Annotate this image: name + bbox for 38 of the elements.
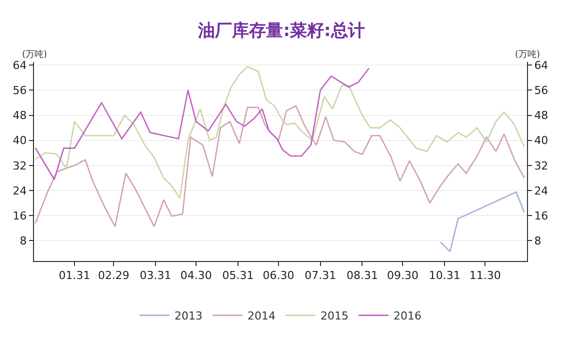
y-tick-label: 8 [20, 234, 27, 248]
y-tick-label: 64 [12, 58, 27, 72]
y2-tick-label: 56 [534, 84, 548, 98]
y-tick-label: 48 [12, 109, 27, 122]
legend-label: 2015 [320, 310, 348, 323]
x-tick-label: 05.31 [222, 269, 254, 282]
line-series [34, 66, 525, 199]
x-tick-label: 08.31 [346, 269, 378, 282]
x-tick-label: 07.31 [304, 269, 336, 282]
x-tick-label: 06.30 [262, 269, 294, 282]
y2-tick-label: 24 [534, 184, 548, 198]
y2-tick-label: 48 [534, 109, 548, 122]
chart-title: 油厂库存量:菜籽:总计 [197, 20, 365, 41]
y-tick-label: 40 [12, 134, 27, 148]
x-tick-label: 04.30 [180, 269, 212, 282]
x-tick-label: 01.31 [58, 269, 90, 282]
y2-axis-title: (万吨) [515, 49, 540, 60]
line-series [34, 105, 525, 228]
line-series [440, 191, 525, 252]
y2-tick-label: 32 [534, 159, 548, 172]
legend-label: 2016 [394, 310, 422, 323]
y2-tick-label: 8 [534, 234, 542, 248]
y-tick-label: 24 [12, 184, 27, 198]
y-tick-label: 56 [12, 84, 27, 98]
x-tick-label: 02.29 [98, 269, 130, 282]
y2-tick-label: 40 [534, 134, 548, 148]
y-axis-title: (万吨) [22, 49, 48, 60]
y-tick-label: 32 [12, 159, 27, 172]
x-tick-label: 09.30 [386, 269, 418, 282]
legend-label: 2013 [174, 310, 202, 323]
x-tick-label: 11.30 [469, 269, 501, 282]
y2-tick-label: 64 [534, 58, 548, 72]
x-tick-label: 03.31 [140, 269, 172, 282]
legend-label: 2014 [248, 310, 276, 323]
y2-tick-label: 16 [534, 209, 548, 222]
x-tick-label: 10.31 [428, 269, 460, 282]
line-series [34, 68, 370, 180]
y-tick-label: 16 [12, 209, 27, 222]
